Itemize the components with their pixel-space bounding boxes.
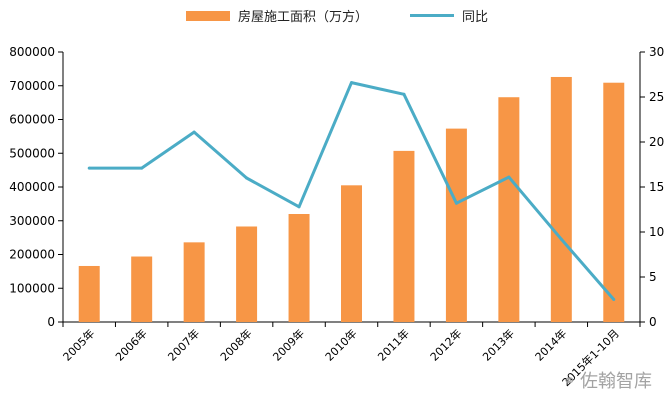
legend-label-area: 房屋施工面积（万方） (238, 10, 369, 25)
bar-series (78, 76, 625, 323)
y-left-tick-label: 400000 (9, 180, 55, 194)
bar (131, 256, 153, 322)
bar (498, 97, 520, 322)
yoy-point (559, 237, 563, 241)
bar (341, 185, 362, 322)
y-left-tick-label: 0 (47, 315, 55, 329)
bar (393, 150, 415, 322)
bar (183, 242, 205, 322)
y-right-tick-label: 0 (649, 315, 657, 329)
yoy-point (454, 201, 458, 205)
yoy-point (350, 81, 353, 85)
y-left-tick-label: 300000 (9, 214, 55, 228)
yoy-point (192, 130, 196, 134)
yoy-point (612, 298, 616, 301)
x-tick-label: 2014年 (532, 326, 569, 363)
y-left-tick-label: 500000 (9, 146, 55, 160)
x-tick-label: 2010年 (322, 326, 359, 363)
legend-label-yoy: 同比 (462, 10, 489, 25)
y-left-tick-label: 800000 (9, 45, 55, 59)
yoy-point (245, 176, 249, 180)
legend-item-area: 房屋施工面积（万方） (186, 6, 368, 25)
yoy-point (87, 166, 91, 170)
bar (236, 226, 258, 322)
y-left-tick-label: 200000 (9, 248, 55, 262)
line-series (87, 81, 616, 301)
x-tick-label: 2008年 (217, 326, 254, 363)
y-right-tick-label: 20 (649, 135, 664, 149)
bar (288, 214, 310, 322)
legend-item-yoy: 同比 (410, 6, 488, 25)
chart-legend: 房屋施工面积（万方） 同比 (0, 6, 670, 26)
x-tick-label: 2012年 (427, 326, 464, 363)
watermark-text: 佐翰智库 (580, 371, 652, 392)
wechat-icon: ⚭ (562, 370, 576, 390)
bar (78, 265, 100, 322)
x-tick-label: 2009年 (270, 326, 307, 363)
bar (445, 128, 467, 322)
y-left-tick-label: 100000 (9, 281, 55, 295)
bar (603, 82, 625, 323)
chart-axes: 0 100000 200000 300000 400000 500000 600000 700… (9, 45, 664, 329)
x-tick-label: 2005年 (60, 326, 97, 363)
x-tick-label: 2011年 (375, 326, 412, 363)
yoy-point (297, 205, 301, 209)
y-right-tick-label: 25 (649, 90, 664, 104)
yoy-point (140, 166, 144, 170)
y-right-tick-label: 5 (649, 270, 657, 284)
y-left-tick-label: 600000 (9, 113, 55, 127)
yoy-point (507, 175, 511, 179)
x-tick-label: 2006年 (112, 326, 149, 363)
y-right-tick-label: 30 (649, 45, 664, 59)
bar (550, 76, 572, 322)
legend-swatch-yoy (410, 14, 454, 17)
y-right-tick-label: 10 (649, 225, 664, 239)
x-tick-label: 2007年 (165, 326, 202, 363)
watermark: ⚭ 佐翰智库 (563, 367, 652, 393)
x-tick-label: 2013年 (480, 326, 517, 363)
legend-swatch-area (186, 10, 230, 21)
y-right-tick-label: 15 (649, 180, 664, 194)
y-left-tick-label: 700000 (9, 79, 55, 93)
x-tick-labels: 2005年 2006年 2007年 2008年 2009年 2010年 2011年 2012年… (60, 326, 622, 389)
yoy-point (402, 92, 406, 96)
